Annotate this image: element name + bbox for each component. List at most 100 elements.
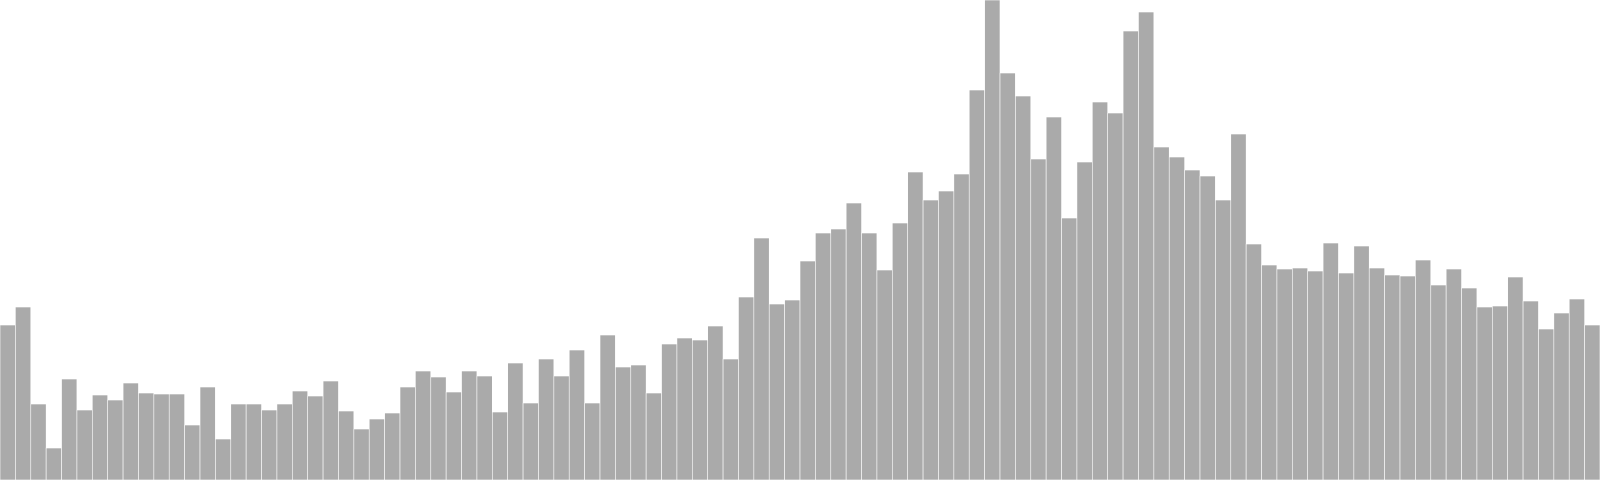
bar-81 xyxy=(1245,243,1262,480)
bar-82 xyxy=(1261,264,1278,480)
bar-0 xyxy=(0,324,16,480)
bar-71 xyxy=(1092,101,1108,480)
bar-89 xyxy=(1368,267,1385,480)
bar-20 xyxy=(307,395,324,480)
bar-79 xyxy=(1215,199,1232,480)
bar-36 xyxy=(553,375,570,480)
bar-29 xyxy=(445,391,462,480)
bar-95 xyxy=(1461,287,1478,480)
bar-44 xyxy=(676,337,693,480)
bar-45 xyxy=(692,339,708,480)
bar-58 xyxy=(892,222,908,480)
bar-60 xyxy=(922,199,939,480)
bar-27 xyxy=(415,370,432,480)
bar-25 xyxy=(384,412,401,480)
bar-70 xyxy=(1076,161,1093,480)
bar-94 xyxy=(1445,268,1462,480)
bar-84 xyxy=(1292,267,1308,480)
bar-83 xyxy=(1276,268,1293,480)
bar-59 xyxy=(907,171,924,480)
bar-5 xyxy=(76,409,93,480)
bar-66 xyxy=(1015,95,1032,480)
bar-2 xyxy=(30,403,47,480)
bar-37 xyxy=(568,349,585,480)
bar-17 xyxy=(261,409,278,480)
bar-8 xyxy=(122,382,139,480)
bar-23 xyxy=(353,428,370,480)
bar-9 xyxy=(138,392,155,480)
bar-4 xyxy=(61,378,78,480)
bar-97 xyxy=(1492,305,1508,480)
bar-93 xyxy=(1430,284,1447,480)
bar-87 xyxy=(1338,272,1355,480)
bar-73 xyxy=(1122,30,1139,480)
bar-15 xyxy=(230,403,247,480)
bar-88 xyxy=(1353,245,1370,480)
bar-13 xyxy=(199,386,216,480)
bar-63 xyxy=(968,89,985,480)
bar-101 xyxy=(1553,312,1570,480)
bar-41 xyxy=(630,364,647,480)
bar-26 xyxy=(399,386,416,480)
bar-11 xyxy=(168,393,185,480)
bar-18 xyxy=(276,403,293,480)
bar-80 xyxy=(1230,133,1247,480)
bar-21 xyxy=(322,380,339,480)
bar-99 xyxy=(1522,300,1539,480)
bar-14 xyxy=(215,438,232,480)
bar-76 xyxy=(1168,156,1185,480)
bar-86 xyxy=(1322,242,1339,480)
bar-68 xyxy=(1045,116,1062,480)
bar-38 xyxy=(584,402,601,480)
bar-12 xyxy=(184,424,201,480)
bar-67 xyxy=(1030,158,1047,480)
bar-100 xyxy=(1538,328,1555,480)
bar-57 xyxy=(876,269,893,480)
bar-34 xyxy=(522,402,539,480)
bar-46 xyxy=(707,325,724,480)
bar-90 xyxy=(1384,274,1401,480)
bar-92 xyxy=(1415,259,1432,480)
bar-43 xyxy=(661,343,678,480)
bar-6 xyxy=(92,394,108,480)
bar-31 xyxy=(476,375,493,480)
bar-10 xyxy=(153,393,170,480)
bar-77 xyxy=(1184,169,1201,480)
bar-30 xyxy=(461,370,478,480)
bar-47 xyxy=(722,358,739,480)
bar-62 xyxy=(953,173,970,480)
bar-3 xyxy=(45,447,62,480)
bar-48 xyxy=(738,296,755,480)
bar-51 xyxy=(784,299,801,480)
bar-24 xyxy=(368,418,385,480)
bar-7 xyxy=(107,399,124,480)
bar-16 xyxy=(245,403,262,480)
bar-42 xyxy=(645,392,662,480)
bar-102 xyxy=(1568,298,1585,480)
bar-91 xyxy=(1399,275,1416,480)
bar-40 xyxy=(615,366,632,480)
bar-74 xyxy=(1138,11,1155,480)
bar-65 xyxy=(999,72,1016,480)
bar-53 xyxy=(815,232,832,480)
bar-64 xyxy=(984,0,1001,480)
bar-33 xyxy=(507,362,524,480)
bar-52 xyxy=(799,260,816,480)
bar-75 xyxy=(1153,146,1170,480)
bar-98 xyxy=(1507,276,1524,480)
bar-103 xyxy=(1584,324,1600,480)
bar-56 xyxy=(861,232,878,480)
bar-19 xyxy=(292,390,308,480)
bar-35 xyxy=(538,358,555,480)
bar-72 xyxy=(1107,112,1124,480)
bar-32 xyxy=(492,411,508,480)
bar-78 xyxy=(1199,175,1216,480)
bar-39 xyxy=(599,334,616,480)
bar-55 xyxy=(845,202,862,480)
bar-1 xyxy=(15,306,32,480)
bar-50 xyxy=(768,303,785,480)
bar-28 xyxy=(430,376,447,480)
bar-85 xyxy=(1307,270,1324,480)
bar-54 xyxy=(830,228,847,480)
